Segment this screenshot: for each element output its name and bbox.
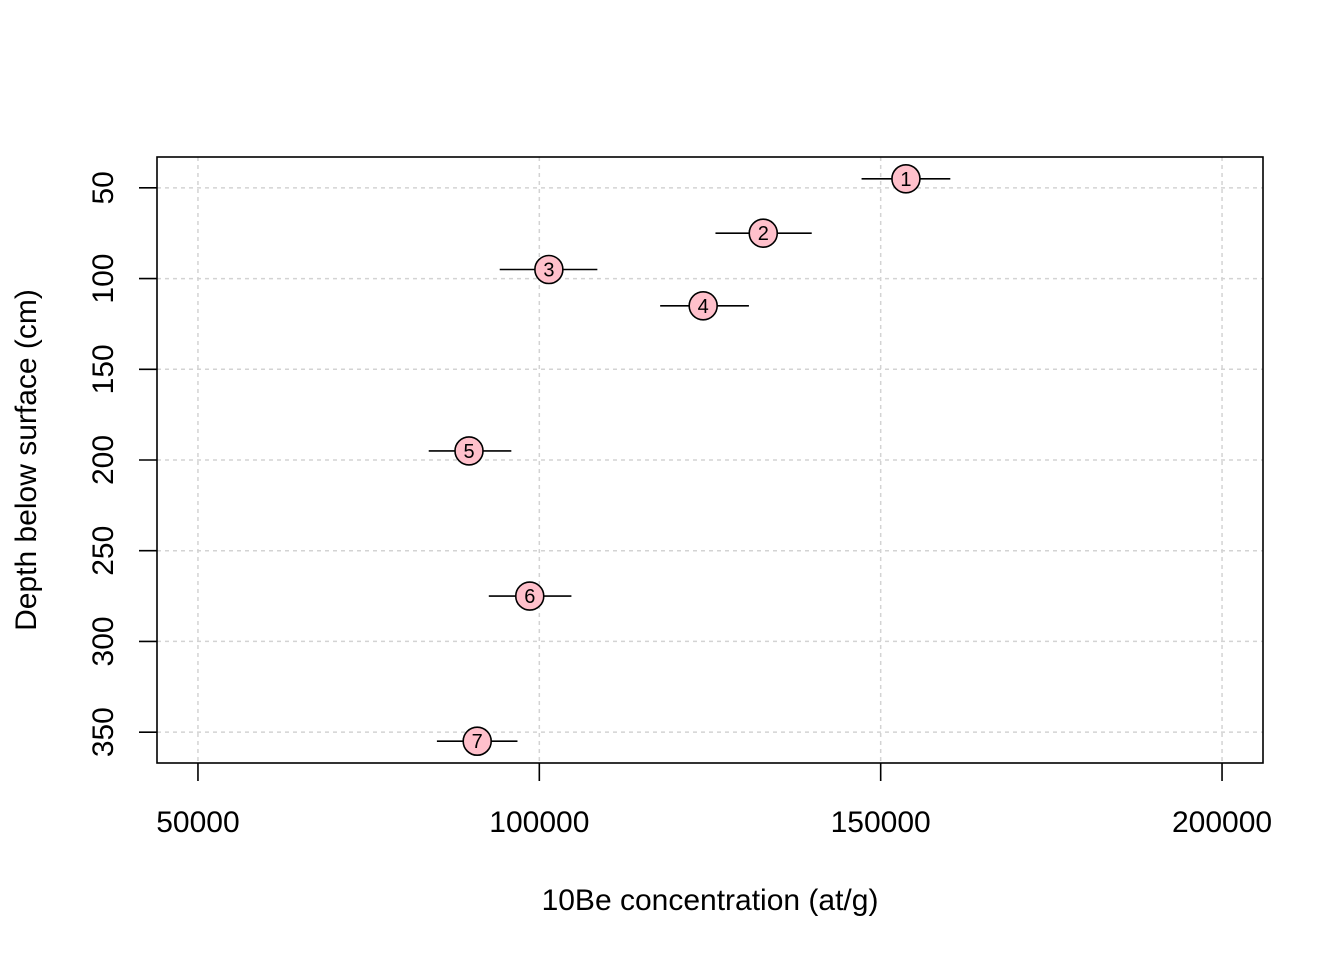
data-point-label: 3 (543, 259, 554, 281)
data-point (748, 218, 779, 249)
y-tick-label: 250 (87, 526, 120, 576)
x-tick-label: 200000 (1172, 806, 1272, 839)
x-tick-label: 50000 (156, 806, 239, 839)
data-points: 1 2 3 4 5 6 7 (454, 163, 921, 757)
y-tick-label: 150 (87, 344, 120, 394)
y-tick-label: 350 (87, 707, 120, 757)
data-point-label: 1 (900, 169, 911, 191)
data-point-label: 4 (698, 296, 709, 318)
data-point (534, 254, 564, 285)
data-point (688, 290, 718, 321)
data-point (462, 726, 492, 757)
data-point-label: 2 (758, 223, 769, 245)
y-tick-label: 300 (87, 616, 120, 666)
x-tick-label: 150000 (831, 806, 931, 839)
y-axis: 50 100 150 200 250 300 350 (87, 171, 157, 757)
y-axis-title: Depth below surface (cm) (10, 289, 43, 631)
y-tick-label: 200 (87, 435, 120, 485)
y-tick-label: 50 (87, 171, 120, 204)
x-tick-label: 100000 (489, 806, 589, 839)
data-point-label: 6 (524, 586, 535, 608)
data-point-label: 7 (472, 731, 483, 753)
data-point-label: 5 (463, 441, 474, 463)
y-tick-label: 100 (87, 254, 120, 304)
data-point (891, 163, 921, 194)
data-point (514, 581, 545, 611)
x-axis: 50000 100000 150000 200000 (156, 763, 1272, 839)
grid (157, 157, 1263, 763)
x-axis-title: 10Be concentration (at/g) (542, 884, 879, 917)
data-point (454, 436, 484, 466)
